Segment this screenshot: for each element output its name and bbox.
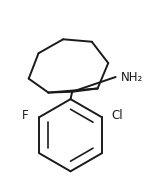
Text: Cl: Cl [112, 109, 123, 122]
Text: NH₂: NH₂ [121, 71, 143, 84]
Text: F: F [22, 109, 29, 122]
